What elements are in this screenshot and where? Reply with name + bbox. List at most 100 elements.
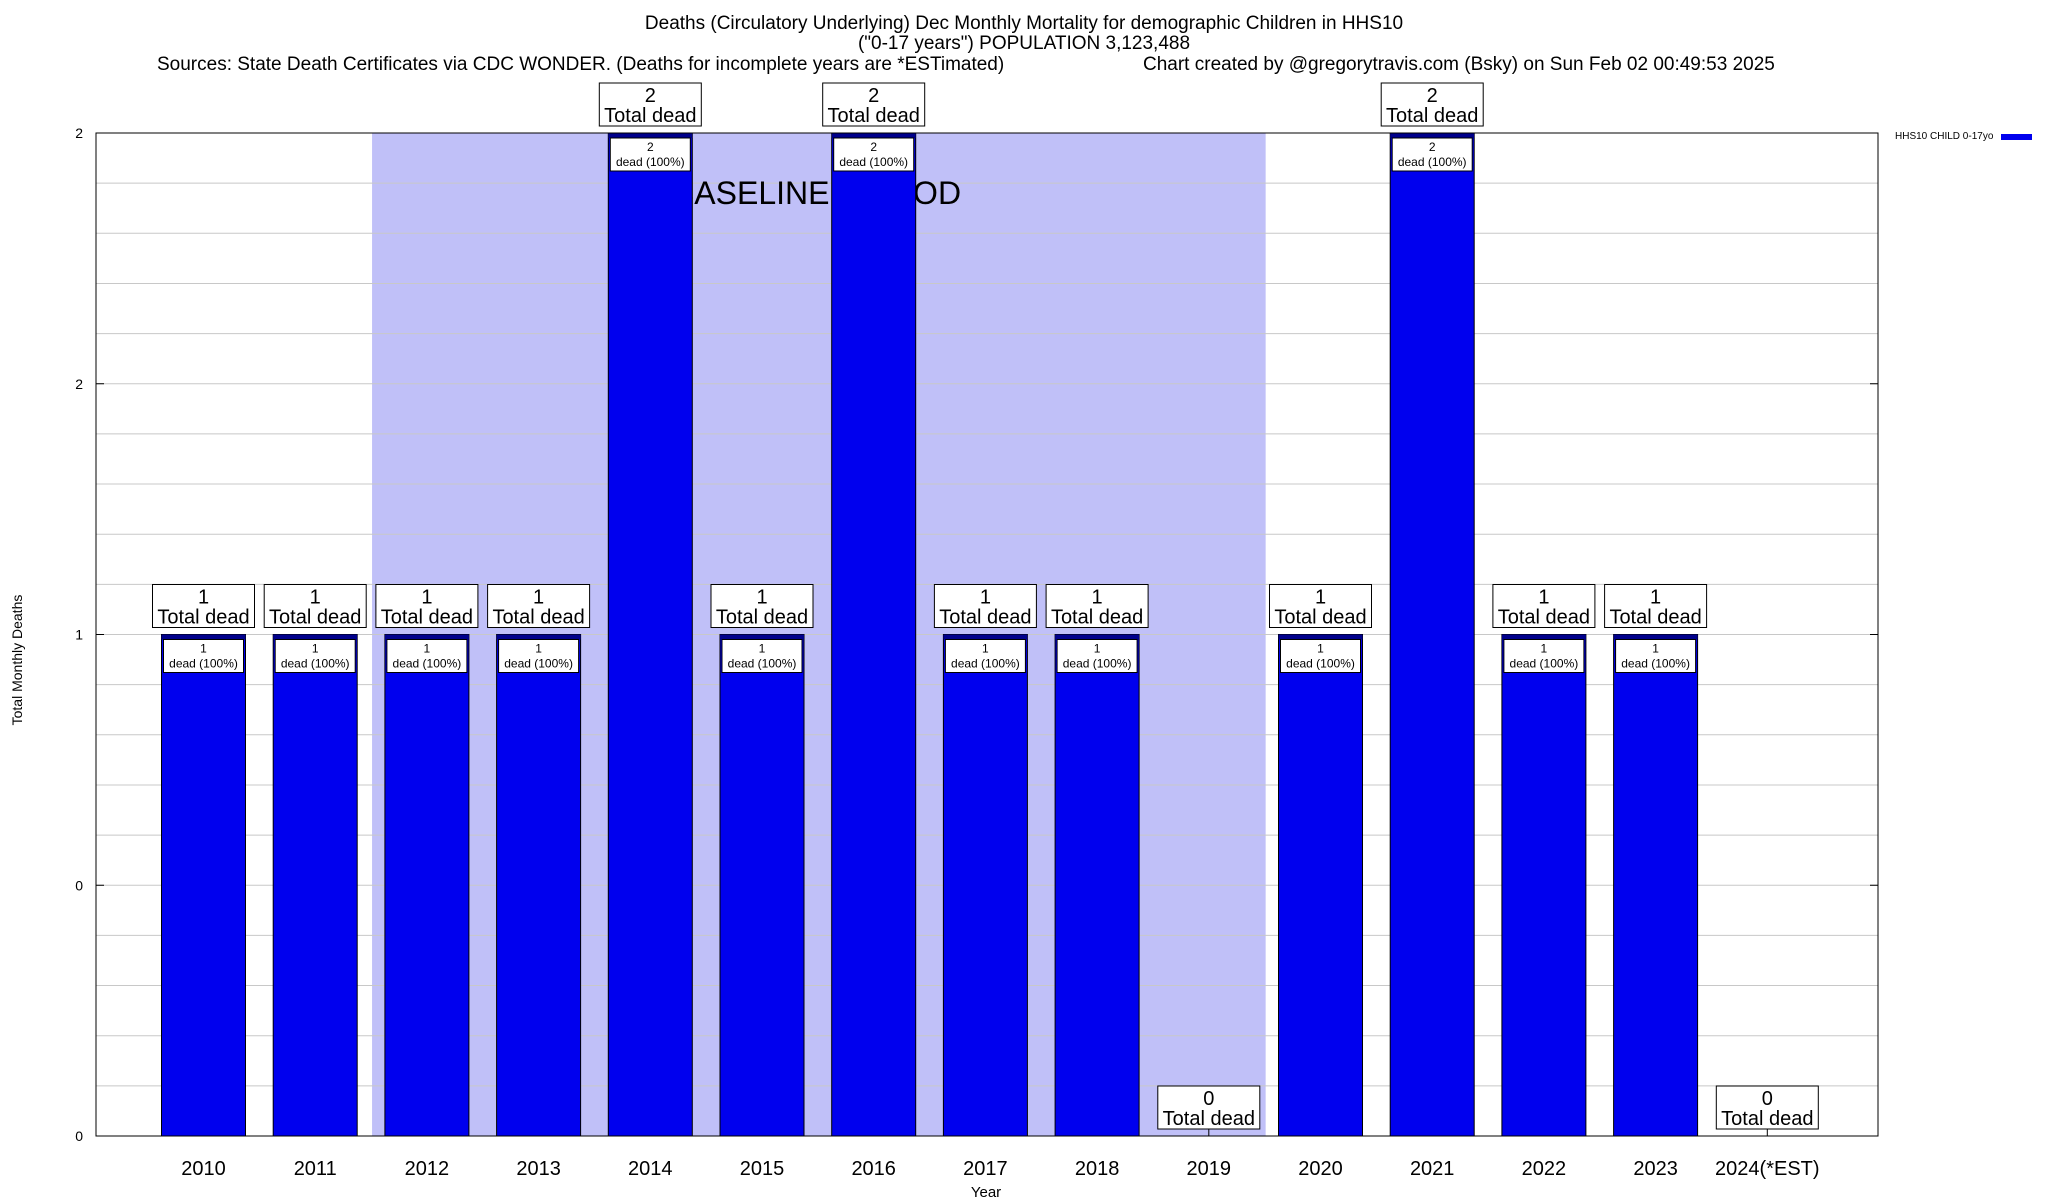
bar-top-band: [831, 133, 916, 138]
bar-inner-label: dead (100%): [1398, 155, 1467, 169]
bar-inner-value: 1: [535, 642, 542, 656]
bar-inner-label-box: [1056, 639, 1138, 673]
bar-total-label-box: [933, 584, 1037, 628]
bar-total-label-box: [1492, 584, 1596, 628]
bar: [1054, 634, 1140, 1137]
bar-inner-value: 1: [1317, 642, 1324, 656]
bar-total-label-box: [263, 584, 367, 628]
bar-inner-label: dead (100%): [393, 657, 462, 671]
bar-total-label-box: [152, 584, 255, 628]
bar-inner-label-box: [163, 639, 244, 673]
bar: [719, 634, 805, 1137]
bar-total-value: 1: [1092, 587, 1103, 609]
x-tick-label: 2023: [1633, 1158, 1678, 1180]
bar-total-value: 2: [868, 85, 879, 107]
bar-total-label: Total dead: [1386, 105, 1478, 127]
bar-inner-label-box: [1503, 639, 1585, 673]
y-tick-label: 0: [75, 1128, 83, 1144]
y-tick-label: 0: [75, 877, 83, 893]
bar-inner-label: dead (100%): [951, 657, 1020, 671]
x-tick-label: 2024(*EST): [1715, 1158, 1820, 1180]
bar-total-value: 2: [645, 85, 656, 107]
bar-inner-label-box: [1391, 137, 1473, 172]
bar-inner-value: 1: [1652, 642, 1659, 656]
bar-inner-label-box: [386, 639, 468, 673]
bar: [1389, 132, 1475, 1137]
y-axis-label: Total Monthly Deaths: [9, 594, 25, 726]
bar-total-value: 1: [1538, 587, 1549, 609]
bar-top-band: [161, 634, 246, 640]
legend-label: HHS10 CHILD 0-17yo: [1895, 131, 1994, 142]
bar-total-label-box: [710, 584, 814, 628]
bar-inner-label: dead (100%): [1621, 657, 1690, 671]
bar-inner-label: dead (100%): [281, 657, 350, 671]
y-tick-label: 2: [75, 376, 83, 392]
bar-inner-label-box: [944, 639, 1026, 673]
bar: [161, 634, 246, 1137]
bar-inner-value: 1: [982, 642, 989, 656]
x-tick-label: 2019: [1187, 1158, 1232, 1180]
chart-credit: Chart created by @gregorytravis.com (Bsk…: [1143, 54, 1775, 75]
bar-top-band: [1613, 634, 1698, 640]
bar-total-value: 1: [1650, 587, 1661, 609]
bar: [1278, 634, 1363, 1137]
x-tick-label: 2020: [1298, 1158, 1343, 1180]
bar-total-label: Total dead: [1609, 607, 1701, 629]
bar-total-label-box: [487, 584, 591, 628]
x-tick-label: 2016: [851, 1158, 896, 1180]
bar-inner-label: dead (100%): [1063, 657, 1132, 671]
x-tick-label: 2013: [516, 1158, 561, 1180]
y-tick-label: 1: [75, 627, 83, 643]
bar-total-label: Total dead: [1721, 1108, 1813, 1130]
bar-top-band: [1278, 634, 1363, 640]
bar-inner-label-box: [498, 639, 580, 673]
bar-inner-label-box: [274, 639, 356, 673]
bar-inner-value: 1: [1094, 642, 1101, 656]
bar: [942, 634, 1028, 1137]
bar-total-label: Total dead: [157, 607, 249, 629]
x-tick-label: 2015: [740, 1158, 785, 1180]
bar-total-label-box: [1604, 584, 1708, 628]
bar-inner-value: 2: [1429, 140, 1436, 154]
bar-inner-value: 2: [647, 140, 654, 154]
bar-total-label: Total dead: [1163, 1108, 1255, 1130]
bar-inner-value: 1: [200, 642, 207, 656]
bar-total-value: 1: [421, 587, 432, 609]
bar-inner-label-box: [833, 137, 915, 172]
x-tick-label: 2018: [1075, 1158, 1120, 1180]
bar-total-label: Total dead: [939, 607, 1031, 629]
bar: [831, 132, 917, 1137]
bar-inner-label-box: [721, 639, 803, 673]
bar-top-band: [1501, 634, 1586, 640]
bar-inner-value: 1: [1541, 642, 1548, 656]
bar-total-label: Total dead: [492, 607, 584, 629]
baseline-period-label: BASELINE PERIOD: [673, 175, 961, 211]
bar-inner-label-box: [609, 137, 691, 172]
bar-total-label-box: [1045, 584, 1149, 628]
bar-total-value: 1: [198, 587, 209, 609]
x-tick-label: 2017: [963, 1158, 1008, 1180]
bar-total-value: 1: [533, 587, 544, 609]
bar: [1501, 634, 1587, 1137]
bar-total-label: Total dead: [1498, 607, 1590, 629]
plot-border: [95, 132, 1879, 1137]
bar-total-label-box: [1380, 82, 1484, 127]
bar-total-value: 1: [980, 587, 991, 609]
bar-inner-label-box: [1280, 639, 1361, 673]
chart-legend: HHS10 CHILD 0-17yo: [1895, 131, 2033, 142]
bar: [496, 634, 582, 1137]
bar-total-value: 2: [1427, 85, 1438, 107]
bar-top-band: [720, 634, 804, 640]
bar-total-label: Total dead: [381, 607, 473, 629]
bar-total-label-box: [598, 82, 702, 127]
bar-inner-label: dead (100%): [728, 657, 797, 671]
bar-total-value: 1: [1315, 587, 1326, 609]
bar-inner-value: 1: [759, 642, 766, 656]
bar-inner-label: dead (100%): [1286, 657, 1355, 671]
bar-inner-value: 2: [870, 140, 877, 154]
bar: [607, 132, 693, 1137]
bar: [272, 634, 358, 1137]
bar-total-label-box: [375, 584, 479, 628]
bar-inner-label: dead (100%): [169, 657, 238, 671]
